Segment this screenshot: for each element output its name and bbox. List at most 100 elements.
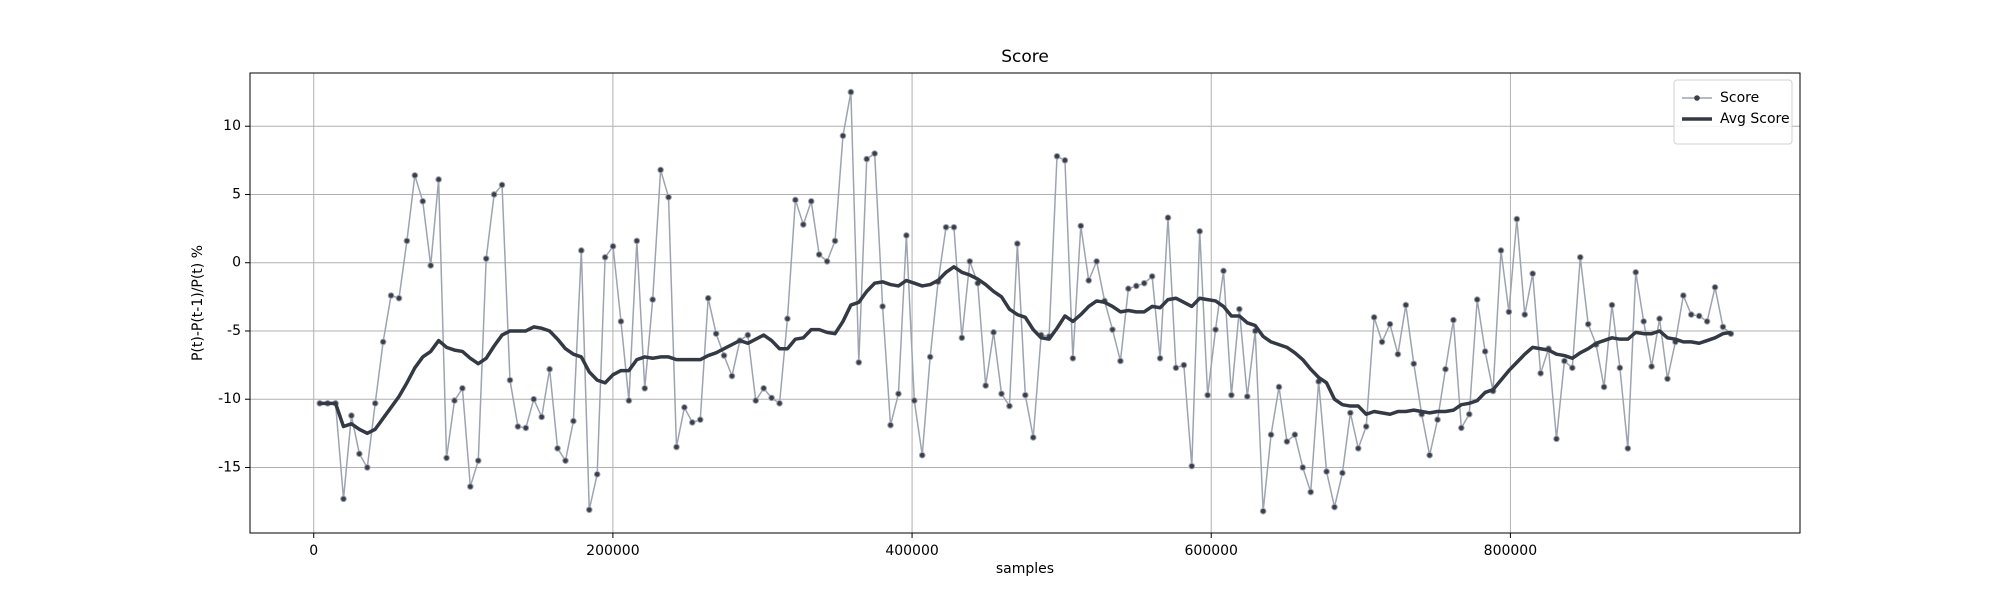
- data-point: [1283, 438, 1291, 445]
- data-point: [395, 294, 403, 302]
- data-point: [1085, 277, 1093, 284]
- data-point: [1109, 326, 1116, 333]
- data-point: [1323, 468, 1330, 475]
- data-point: [617, 318, 625, 325]
- data-point: [958, 334, 966, 342]
- data-point: [1394, 350, 1402, 358]
- data-point: [839, 132, 847, 140]
- data-point: [538, 413, 545, 421]
- data-point: [807, 198, 815, 205]
- series-line: [319, 265, 1732, 436]
- data-point: [578, 247, 585, 254]
- data-point: [522, 424, 530, 432]
- data-point: [1584, 320, 1592, 328]
- chart-title: Score: [1001, 47, 1049, 67]
- data-point: [887, 421, 894, 429]
- data-point: [1648, 363, 1655, 370]
- x-tick-label: 0: [309, 543, 318, 559]
- data-point: [1339, 469, 1346, 477]
- data-point: [673, 443, 680, 451]
- data-point: [1267, 431, 1275, 439]
- y-tick-label: 0: [232, 255, 241, 271]
- x-axis-label: samples: [996, 561, 1054, 577]
- data-point: [911, 397, 918, 404]
- data-point: [1497, 247, 1505, 254]
- plot-frame: [249, 72, 1801, 534]
- data-point: [1180, 361, 1188, 369]
- data-point: [1664, 375, 1671, 383]
- legend-marker: [1694, 95, 1700, 101]
- data-point: [1450, 316, 1457, 324]
- data-point: [1426, 451, 1433, 459]
- data-point: [1006, 402, 1013, 410]
- data-point: [1164, 214, 1172, 221]
- data-point: [1354, 445, 1362, 452]
- data-point: [1347, 409, 1354, 417]
- data-point: [1299, 464, 1307, 471]
- data-point: [506, 376, 514, 384]
- data-point: [1719, 323, 1727, 331]
- data-point: [467, 483, 474, 490]
- data-point: [1069, 354, 1077, 362]
- data-point: [371, 400, 379, 407]
- data-point: [1529, 270, 1536, 277]
- data-point: [530, 395, 538, 403]
- data-point: [649, 296, 656, 303]
- data-point: [1331, 503, 1338, 511]
- data-point: [1156, 354, 1164, 362]
- data-point: [419, 198, 427, 205]
- data-point: [1236, 305, 1243, 313]
- data-point: [728, 372, 736, 380]
- data-point: [1458, 424, 1465, 432]
- data-point: [792, 196, 799, 204]
- data-point: [1656, 315, 1663, 322]
- data-point: [1640, 318, 1647, 325]
- data-point: [776, 400, 783, 407]
- data-point: [348, 412, 355, 419]
- data-point: [490, 191, 498, 198]
- y-tick-label: -10: [218, 391, 241, 407]
- x-tick-label: 400000: [885, 543, 938, 559]
- data-point: [1537, 369, 1544, 377]
- data-point: [1212, 326, 1219, 333]
- x-tick-label: 800000: [1484, 543, 1537, 559]
- data-point: [570, 417, 577, 425]
- data-point: [562, 457, 569, 464]
- legend-label: Avg Score: [1720, 111, 1790, 127]
- x-tick-label: 600000: [1185, 543, 1238, 559]
- y-tick-label: -15: [218, 459, 241, 475]
- data-point: [1275, 383, 1283, 391]
- data-point: [712, 330, 720, 338]
- data-point: [427, 262, 434, 269]
- data-point: [451, 397, 458, 404]
- data-point: [585, 506, 593, 514]
- data-point: [855, 359, 863, 366]
- data-point: [1561, 357, 1568, 365]
- data-point: [1014, 240, 1021, 247]
- data-point: [1465, 410, 1473, 418]
- data-point: [1053, 152, 1061, 160]
- data-point: [593, 471, 601, 478]
- data-point: [1442, 365, 1449, 373]
- data-point: [1616, 364, 1624, 372]
- data-point: [1481, 348, 1489, 355]
- data-point: [918, 451, 926, 459]
- data-point: [1608, 301, 1616, 309]
- data-point: [1600, 383, 1608, 391]
- data-point: [379, 338, 387, 346]
- data-point: [1386, 320, 1394, 328]
- data-point: [752, 397, 760, 404]
- data-point: [681, 404, 688, 411]
- data-point: [871, 150, 878, 157]
- data-point: [1362, 423, 1370, 430]
- data-point: [474, 457, 482, 464]
- data-point: [815, 251, 823, 258]
- data-point: [800, 221, 807, 228]
- data-point: [689, 419, 696, 426]
- data-point: [1711, 284, 1719, 291]
- data-point: [696, 416, 704, 424]
- data-point: [1434, 416, 1441, 424]
- data-point: [633, 237, 641, 245]
- data-point: [546, 365, 553, 373]
- data-point: [1125, 285, 1132, 292]
